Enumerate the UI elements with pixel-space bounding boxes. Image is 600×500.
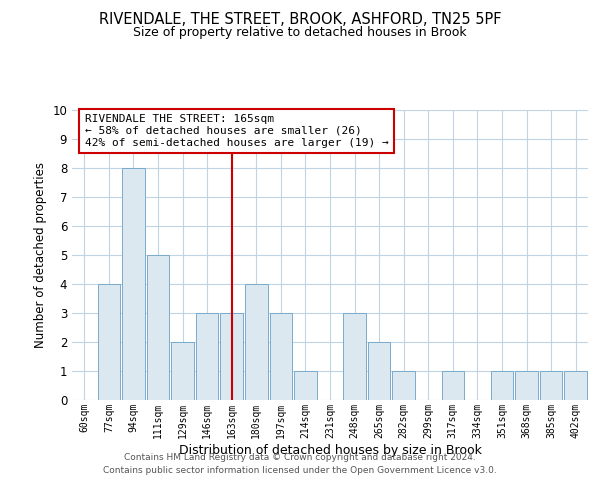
Bar — [196, 313, 218, 400]
Bar — [269, 313, 292, 400]
X-axis label: Distribution of detached houses by size in Brook: Distribution of detached houses by size … — [179, 444, 481, 456]
Bar — [294, 371, 317, 400]
Bar — [515, 371, 538, 400]
Bar — [220, 313, 243, 400]
Bar — [442, 371, 464, 400]
Y-axis label: Number of detached properties: Number of detached properties — [34, 162, 47, 348]
Bar — [122, 168, 145, 400]
Text: RIVENDALE, THE STREET, BROOK, ASHFORD, TN25 5PF: RIVENDALE, THE STREET, BROOK, ASHFORD, T… — [99, 12, 501, 28]
Bar — [343, 313, 366, 400]
Bar — [245, 284, 268, 400]
Bar — [368, 342, 391, 400]
Text: RIVENDALE THE STREET: 165sqm
← 58% of detached houses are smaller (26)
42% of se: RIVENDALE THE STREET: 165sqm ← 58% of de… — [85, 114, 388, 148]
Text: Contains HM Land Registry data © Crown copyright and database right 2024.: Contains HM Land Registry data © Crown c… — [124, 452, 476, 462]
Bar — [392, 371, 415, 400]
Bar — [98, 284, 120, 400]
Bar — [171, 342, 194, 400]
Bar — [146, 255, 169, 400]
Bar — [565, 371, 587, 400]
Bar — [540, 371, 562, 400]
Text: Size of property relative to detached houses in Brook: Size of property relative to detached ho… — [133, 26, 467, 39]
Bar — [491, 371, 514, 400]
Text: Contains public sector information licensed under the Open Government Licence v3: Contains public sector information licen… — [103, 466, 497, 475]
